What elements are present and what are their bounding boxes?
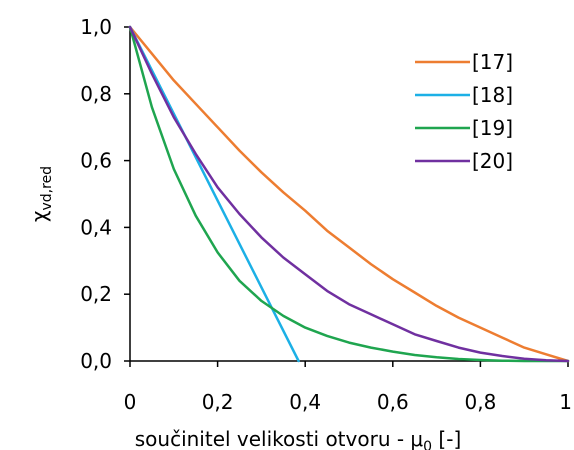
series-line-17	[128, 25, 570, 363]
x-axis-title-main: součinitel velikosti otvoru - μ	[135, 427, 424, 450]
x-tick-label: 0,6	[377, 390, 409, 414]
legend-label-20: [20]	[472, 149, 513, 173]
x-tick-label: 0	[124, 390, 137, 414]
series-line-20	[128, 25, 570, 363]
y-axis-title-subscript: vd,red	[39, 166, 55, 211]
x-axis-title-subscript: 0	[423, 439, 432, 450]
tick-labels: 0,0 0,2 0,4 0,6 0,8 1,0 0 0,2 0,4 0,6 0,8 1	[80, 15, 572, 414]
y-tick-label: 0,2	[80, 282, 112, 306]
legend-label-18: [18]	[472, 83, 513, 107]
y-tick-label: 0,8	[80, 82, 112, 106]
x-axis-title-suffix: [-]	[432, 427, 461, 450]
axes	[124, 26, 569, 367]
x-axis-title: součinitel velikosti otvoru - μ0 [-]	[135, 427, 462, 450]
x-tick-label: 0,8	[464, 390, 496, 414]
y-tick-label: 0,6	[80, 149, 112, 173]
y-tick-label: 0,4	[80, 215, 112, 239]
y-tick-label: 1,0	[80, 15, 112, 39]
y-axis-title: χvd,red	[27, 166, 55, 222]
series-lines	[128, 25, 570, 363]
legend: [17] [18] [19] [20]	[415, 50, 513, 173]
x-tick-label: 1	[559, 390, 572, 414]
y-axis-title-main: χ	[27, 211, 51, 223]
series-line-18	[128, 25, 300, 363]
series-line-19	[128, 25, 570, 363]
legend-label-19: [19]	[472, 116, 513, 140]
legend-label-17: [17]	[472, 50, 513, 74]
y-tick-label: 0,0	[80, 349, 112, 373]
x-tick-label: 0,2	[202, 390, 234, 414]
x-tick-label: 0,4	[289, 390, 321, 414]
